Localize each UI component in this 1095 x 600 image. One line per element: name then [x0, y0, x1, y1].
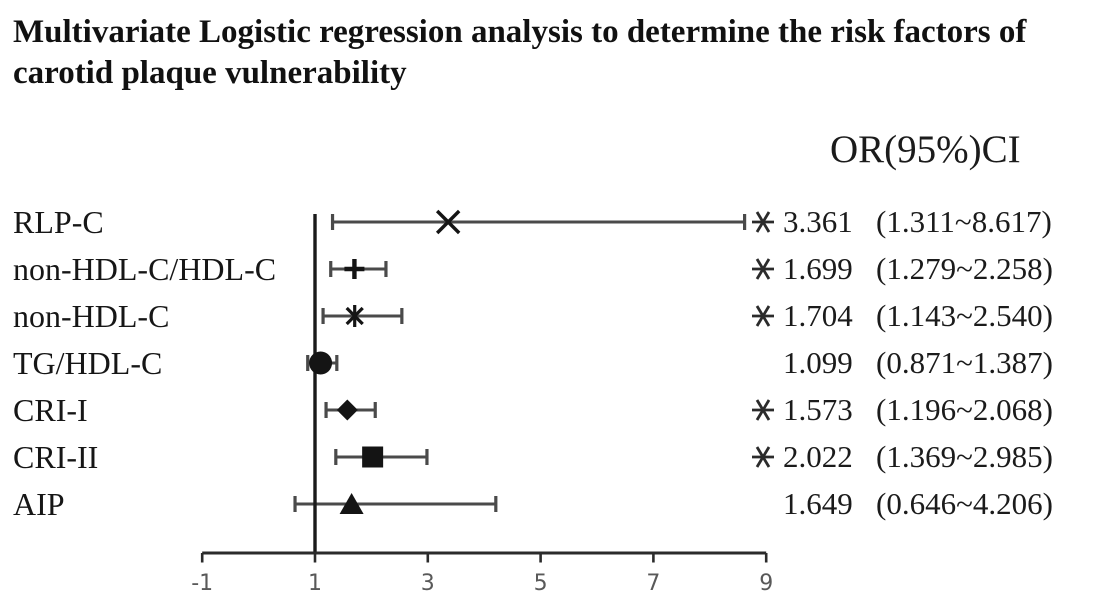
x-tick-label: 7: [646, 571, 660, 596]
error-bar: [321, 308, 404, 324]
or-ci-column-header: OR(95%)CI: [830, 128, 1021, 171]
marker-diamond: [336, 399, 358, 421]
x-tick-label: 1: [308, 571, 322, 596]
figure-title: Multivariate Logistic regression analysi…: [13, 12, 1026, 94]
or-value: 1.704: [783, 298, 853, 333]
significance-asterisk-icon: [752, 399, 774, 421]
row-label: TG/HDL-C: [13, 345, 163, 381]
x-tick-label: 9: [759, 571, 773, 596]
or-value: 1.649: [783, 486, 853, 521]
ci-range: (1.143~2.540): [876, 298, 1053, 333]
ci-range: (1.369~2.985): [876, 439, 1053, 474]
or-value: 1.573: [783, 392, 853, 427]
or-value: 3.361: [783, 204, 853, 239]
ci-range: (0.871~1.387): [876, 345, 1053, 380]
row-label: CRI-II: [13, 439, 99, 475]
x-tick-label: -1: [191, 571, 213, 596]
row-label: non-HDL-C/HDL-C: [13, 251, 277, 287]
or-value: 1.099: [783, 345, 853, 380]
ci-range: (0.646~4.206): [876, 486, 1053, 521]
error-bar: [330, 214, 747, 230]
row-label: RLP-C: [13, 204, 104, 240]
marker-x: [435, 209, 461, 235]
ci-range: (1.196~2.068): [876, 392, 1053, 427]
figure-title-line-1: Multivariate Logistic regression analysi…: [13, 14, 1027, 50]
marker-square: [362, 446, 384, 468]
ci-range: (1.279~2.258): [876, 251, 1053, 286]
x-tick-label: 5: [534, 571, 548, 596]
marker-star: [345, 305, 364, 327]
marker-circle: [309, 351, 333, 375]
error-bar: [293, 496, 498, 512]
marker-triangle: [339, 493, 364, 514]
row-label: AIP: [13, 486, 65, 522]
significance-asterisk-icon: [752, 211, 774, 233]
figure-title-line-2: carotid plaque vulnerability: [13, 55, 407, 91]
significance-asterisk-icon: [752, 446, 774, 468]
or-value: 2.022: [783, 439, 853, 474]
or-value: 1.699: [783, 251, 853, 286]
row-label: non-HDL-C: [13, 298, 170, 334]
ci-range: (1.311~8.617): [876, 204, 1052, 239]
x-axis: -1 1 3 5 7 9: [191, 551, 773, 596]
row-label: CRI-I: [13, 392, 88, 428]
significance-asterisk-icon: [752, 305, 774, 327]
marker-plus: [344, 259, 365, 279]
x-tick-label: 3: [421, 571, 435, 596]
significance-asterisk-icon: [752, 258, 774, 280]
